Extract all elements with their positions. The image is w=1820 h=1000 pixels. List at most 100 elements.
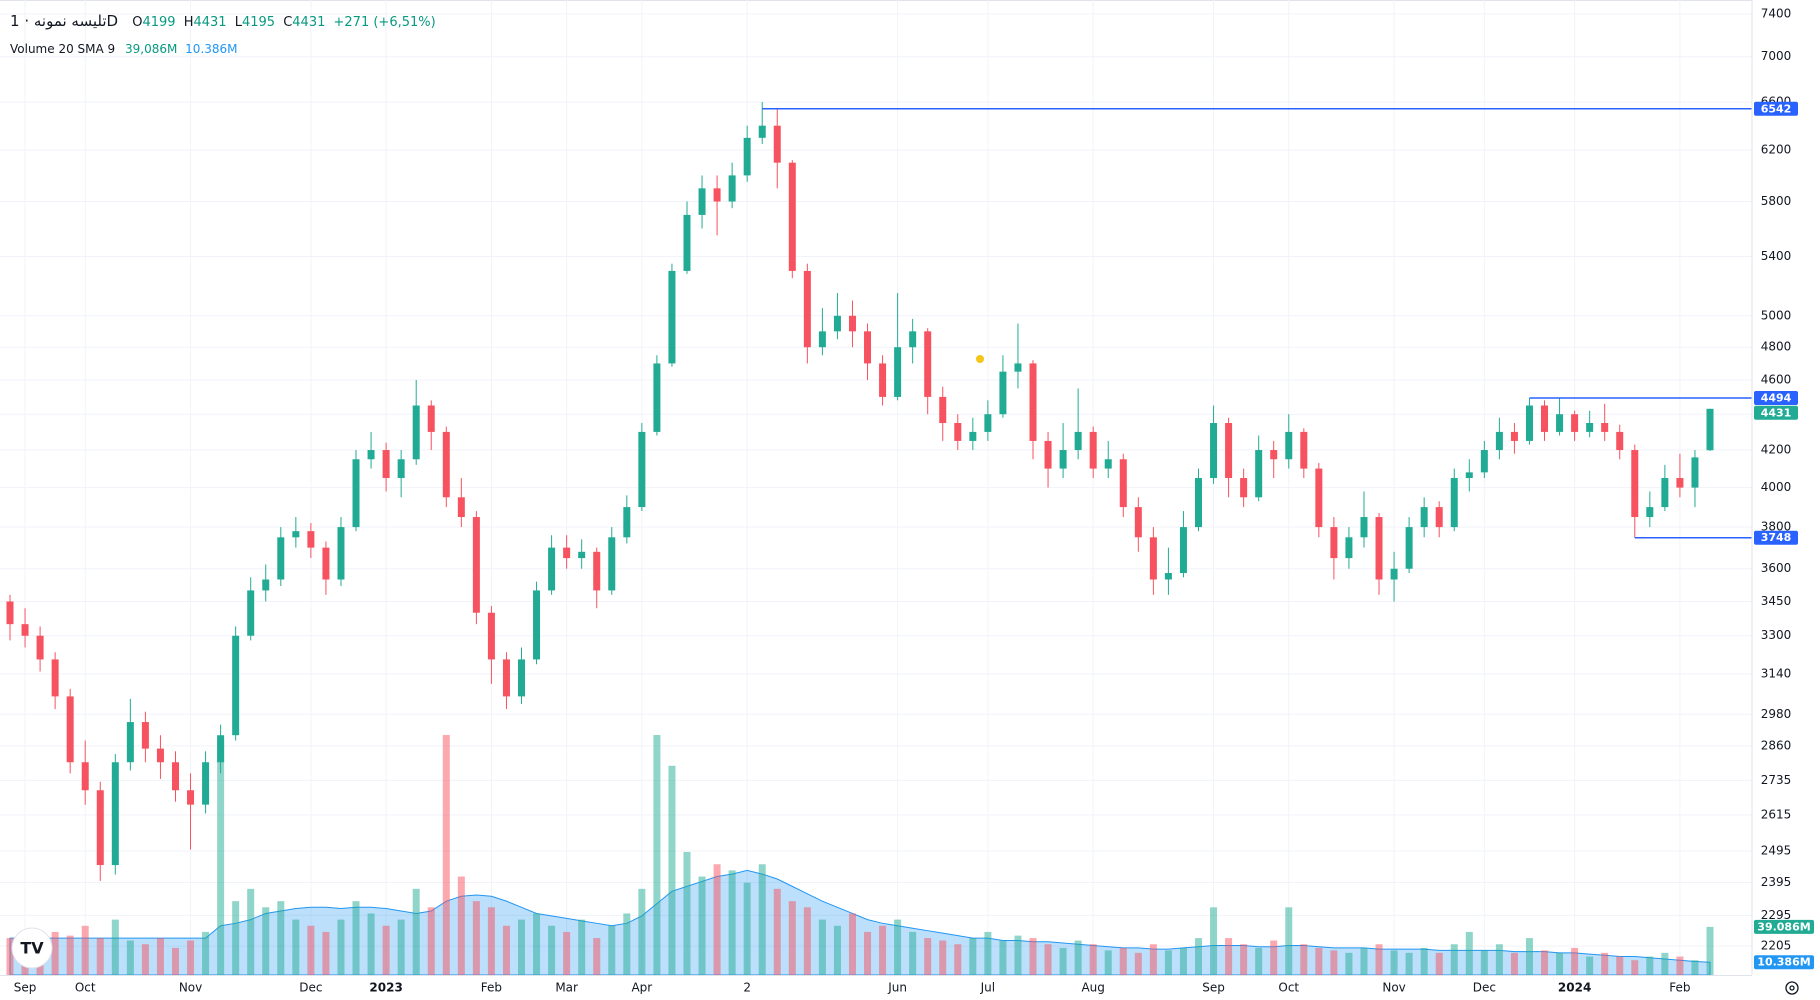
ohlc-value: 4199 [142, 15, 176, 30]
volume-bar [593, 938, 601, 975]
volume-bar [156, 938, 164, 975]
volume-bar [81, 925, 89, 975]
event-marker[interactable] [976, 355, 984, 363]
candle-body [1405, 527, 1413, 569]
y-tick-label: 2735 [1761, 773, 1792, 787]
volume-bar [1194, 938, 1202, 975]
change: +271 (+6,51%) [333, 15, 436, 30]
candle-body [999, 371, 1007, 415]
candle-body [111, 762, 119, 866]
candle-body [1225, 423, 1233, 479]
settings-icon[interactable] [1785, 981, 1799, 995]
price-label-bg [1754, 405, 1798, 420]
y-tick-label: 4000 [1761, 480, 1792, 494]
volume-bar [1435, 952, 1443, 975]
volume-bar [232, 901, 240, 975]
volume-tag-bg [1754, 955, 1814, 970]
legend: تلیسه نمونه · 1D O4199 H4431 L4195 C4431… [10, 8, 440, 62]
candle-body [518, 659, 526, 697]
levels [762, 108, 1752, 539]
volume-bar [1255, 947, 1263, 975]
ohlc-letter: H [183, 15, 194, 30]
candle-body [51, 659, 59, 697]
candle-body [593, 551, 601, 591]
candle-body [1074, 431, 1082, 451]
logo[interactable]: TV [11, 927, 53, 969]
volume-bar [1706, 926, 1714, 975]
candle-body [1676, 478, 1684, 488]
volume-bar [638, 888, 646, 975]
indicator-name[interactable]: Volume 20 SMA 9 [10, 42, 116, 56]
volume-bar [66, 935, 74, 975]
candle-body [698, 188, 706, 215]
candle-body [1044, 440, 1052, 469]
candle-body [1525, 405, 1533, 441]
candle-body [412, 405, 420, 460]
candle-body [1179, 527, 1187, 574]
x-tick-label: Jun [887, 981, 907, 995]
price-label: 4431 [1761, 406, 1792, 419]
y-tick-label: 2860 [1761, 738, 1792, 752]
volume-bar [924, 938, 932, 975]
volume-bar [1661, 952, 1669, 975]
volume-bar [1029, 938, 1037, 975]
level-label-bg [1754, 390, 1798, 405]
x-tick-label: Sep [1202, 981, 1225, 995]
candle-body [969, 431, 977, 441]
x-tick-label: Apr [631, 981, 652, 995]
volume-bar [1014, 935, 1022, 975]
volume-bar [1480, 950, 1488, 975]
legend-row-volume: Volume 20 SMA 9 39,086M 10.386M [10, 36, 440, 62]
volume-bar [322, 931, 330, 975]
volume-bar [578, 919, 586, 975]
candle-body [397, 459, 405, 479]
candle-body [472, 517, 480, 613]
y-tick-label: 5800 [1761, 194, 1792, 208]
volume-bar [292, 919, 300, 975]
y-tick-label: 4200 [1761, 443, 1792, 457]
candle-body [1119, 459, 1127, 508]
volume-bar [1616, 956, 1624, 975]
volume-bar [307, 925, 315, 975]
candle-body [1631, 450, 1639, 518]
candle-body [1541, 405, 1549, 432]
candle-body [202, 762, 210, 805]
volume-bar [1315, 947, 1323, 975]
volume-bar [818, 919, 826, 975]
volume-bar [382, 925, 390, 975]
volume-bar [1225, 938, 1233, 975]
volume-bar [758, 864, 766, 975]
volume-bar [1179, 947, 1187, 975]
volume-bar [502, 925, 510, 975]
x-tick-label: Oct [1278, 981, 1299, 995]
volume-bar [1210, 907, 1218, 975]
candle-body [81, 762, 89, 791]
volume-bar [1270, 940, 1278, 975]
candle-body [563, 547, 571, 559]
legend-row-price: تلیسه نمونه · 1D O4199 H4431 L4195 C4431… [10, 8, 440, 36]
candle-body [1014, 363, 1022, 372]
volume-bar [1375, 944, 1383, 975]
volume-bar [126, 940, 134, 975]
candle-body [427, 405, 435, 432]
volume-bar [171, 947, 179, 975]
volume-bar [939, 940, 947, 975]
candle-body [1375, 517, 1383, 580]
x-tick-label: Feb [1669, 981, 1690, 995]
x-tick-label: Dec [299, 981, 322, 995]
volume-bar [6, 938, 14, 975]
y-tick-label: 3140 [1761, 666, 1792, 680]
symbol[interactable]: تلیسه نمونه · 1D [10, 12, 119, 30]
volume-bar [848, 913, 856, 975]
volume-bar [1586, 956, 1594, 975]
candle-body [6, 601, 14, 625]
volume-bar [202, 931, 210, 975]
indicator-value: 39,086M [125, 42, 178, 56]
volume-bar [111, 919, 119, 975]
x-tick-label: Sep [14, 981, 37, 995]
candle-body [653, 363, 661, 432]
ohlc-value: 4431 [193, 15, 227, 30]
candle-body [984, 414, 992, 432]
volume-bar [999, 940, 1007, 975]
